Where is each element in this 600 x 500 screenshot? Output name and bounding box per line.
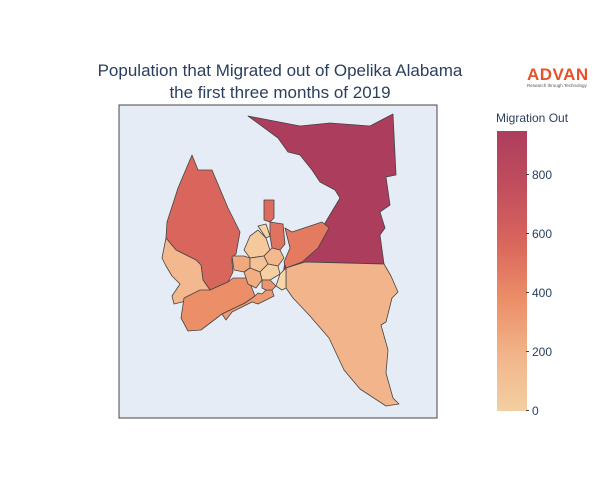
region-center-g[interactable]: [261, 279, 277, 291]
advan-logo: ADVAN Research through Technology: [527, 66, 597, 89]
colorbar-tick-0: 0: [526, 405, 539, 417]
colorbar-title: Migration Out: [496, 111, 569, 125]
region-east-central[interactable]: [283, 221, 330, 269]
region-center-north-east[interactable]: [269, 221, 286, 251]
chart-title-line-2: the first three months of 2019: [169, 83, 391, 102]
region-southeast[interactable]: [285, 261, 400, 407]
colorbar-tick-200: 200: [525, 346, 552, 358]
colorbar-tick-800: 800: [525, 169, 552, 181]
chart-title: Population that Migrated out of Opelika …: [50, 60, 510, 104]
colorbar-gradient: [497, 131, 527, 411]
logo-wordmark: ADVAN: [527, 65, 589, 84]
chart-title-line-1: Population that Migrated out of Opelika …: [97, 61, 463, 80]
region-west[interactable]: [161, 237, 211, 305]
colorbar-tick-400: 400: [525, 287, 552, 299]
region-center-spire[interactable]: [263, 199, 275, 223]
region-center-a[interactable]: [257, 223, 271, 239]
region-west-central[interactable]: [221, 289, 275, 321]
colorbar-tick-600: 600: [525, 228, 552, 240]
region-center-h[interactable]: [275, 267, 287, 291]
logo-tagline: Research through Technology: [527, 83, 587, 88]
